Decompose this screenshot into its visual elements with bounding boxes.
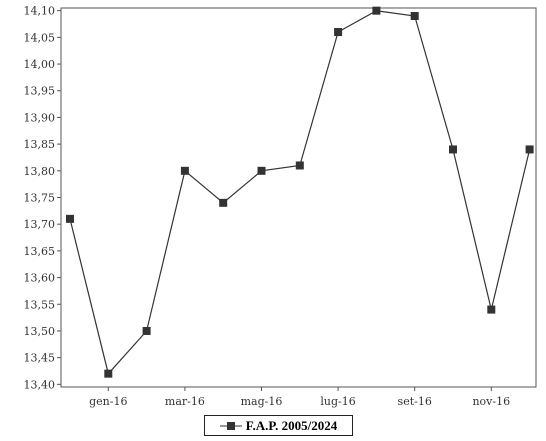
data-point <box>180 166 189 175</box>
y-tick-label: 13,55 <box>24 298 56 311</box>
data-point <box>66 214 74 223</box>
legend: F.A.P. 2005/2024 <box>204 415 353 436</box>
y-tick-label: 13,40 <box>24 378 56 391</box>
series-layer <box>66 6 534 378</box>
y-tick-label: 13,50 <box>24 325 56 338</box>
y-tick-label: 13,75 <box>24 192 56 205</box>
data-point <box>487 305 496 314</box>
y-tick-label: 14,00 <box>24 58 56 71</box>
data-point <box>104 369 113 378</box>
series-line <box>69 10 531 375</box>
y-tick-label: 13,90 <box>24 111 56 124</box>
y-axis: 13,40 13,45 13,50 13,55 13,60 13,65 13,70 13,75… <box>24 5 61 391</box>
data-point <box>449 145 457 154</box>
x-tick-label: gen-16 <box>89 395 127 408</box>
y-tick-label: 14,10 <box>24 5 56 18</box>
x-tick-label: mag-16 <box>241 395 283 408</box>
x-tick-label: lug-16 <box>320 395 355 408</box>
legend-label: F.A.P. 2005/2024 <box>245 417 338 433</box>
y-tick-label: 14,05 <box>24 31 56 44</box>
x-tick-label: mar-16 <box>165 395 205 408</box>
x-axis: gen-16 mar-16 mag-16 lug-16 set-16 nov-16 <box>89 387 510 408</box>
y-tick-label: 13,70 <box>24 218 56 231</box>
data-point <box>410 12 419 21</box>
legend-marker-icon <box>219 421 242 430</box>
data-point <box>142 326 151 335</box>
data-point <box>372 6 381 15</box>
data-point <box>257 166 266 175</box>
y-tick-label: 13,85 <box>24 138 56 151</box>
data-point <box>295 161 304 170</box>
y-tick-label: 13,60 <box>24 272 56 285</box>
x-tick-label: set-16 <box>398 395 432 408</box>
y-tick-label: 13,80 <box>24 165 56 178</box>
data-point <box>219 198 228 207</box>
data-point <box>334 28 343 37</box>
data-point <box>525 145 534 154</box>
y-tick-label: 13,95 <box>24 85 56 98</box>
plot-frame <box>60 7 537 388</box>
x-tick-label: nov-16 <box>472 395 510 408</box>
y-tick-label: 13,65 <box>24 245 56 258</box>
y-tick-label: 13,45 <box>24 352 56 365</box>
